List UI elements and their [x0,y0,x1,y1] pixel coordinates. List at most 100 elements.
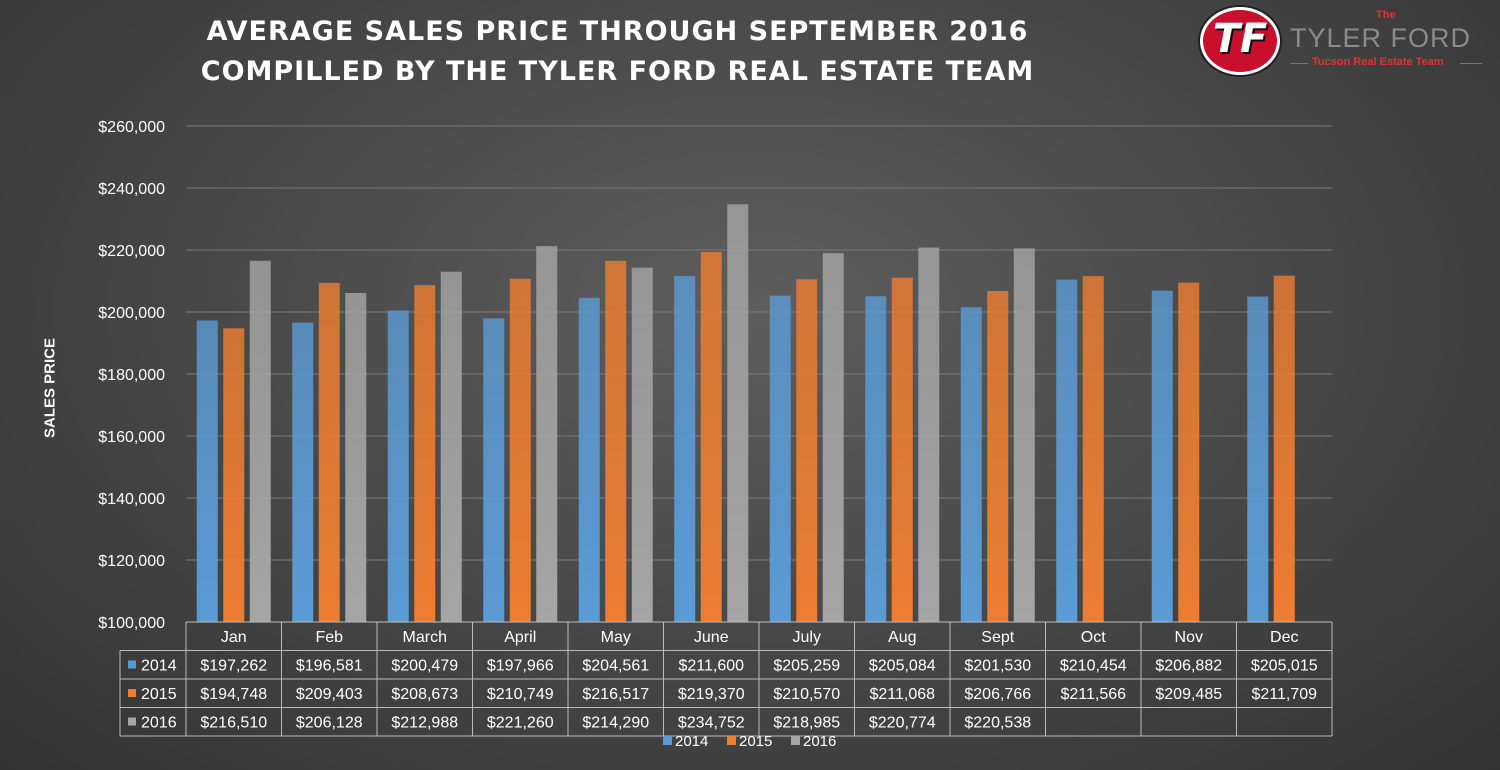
y-tick-label: $240,000 [98,181,165,198]
bar [700,251,722,622]
table-series-name: 2016 [141,715,177,732]
bar [822,253,844,623]
y-tick-label: $200,000 [98,305,165,322]
logo-divider-left [1290,63,1308,64]
chart-title: AVERAGE SALES PRICE THROUGH SEPTEMBER 20… [140,12,1095,92]
data-label: $211,566 [1060,686,1126,703]
table-series-name: 2015 [141,686,177,703]
bar [414,285,436,622]
bar [605,260,627,622]
bar [631,267,653,622]
x-tick-label: June [694,629,729,646]
data-label: $211,600 [678,658,744,675]
data-label: $209,403 [296,686,363,703]
data-label: $205,015 [1251,658,1318,675]
data-label: $214,290 [582,715,649,732]
data-label: $216,510 [200,715,267,732]
data-label: $206,128 [296,715,363,732]
bar [1082,276,1104,622]
data-label: $205,259 [773,658,840,675]
logo-tagline: Tucson Real Estate Team [1312,56,1444,68]
x-tick-label: Jan [221,629,247,646]
bar [1151,290,1173,622]
x-tick-label: Dec [1270,629,1298,646]
data-label: $200,479 [391,658,458,675]
y-tick-label: $180,000 [98,367,165,384]
data-label: $204,561 [582,658,649,675]
bar [387,310,409,622]
table-legend-key [128,660,136,669]
data-label: $210,570 [773,686,840,703]
bar [674,276,696,622]
logo-the-text: The [1376,9,1396,21]
data-label: $210,454 [1060,658,1127,675]
table-legend-key [128,689,136,697]
y-tick-label: $220,000 [98,243,165,260]
bar [1013,248,1035,622]
legend-label: 2016 [803,733,836,750]
bar [292,322,314,622]
x-tick-label: Feb [315,629,343,646]
bar [249,260,271,622]
data-label: $208,673 [391,686,458,703]
table-series-name: 2014 [141,658,177,675]
bar [196,320,218,622]
logo-divider-right [1460,63,1482,64]
bar [987,291,1009,622]
bar [769,295,791,622]
bar [1273,275,1295,622]
data-label: $197,262 [200,658,267,675]
x-tick-label: May [601,629,631,646]
data-label: $219,370 [678,686,745,703]
bar [578,297,600,622]
legend-label: 2014 [675,733,708,750]
legend-label: 2015 [739,733,772,750]
data-label: $197,966 [487,658,554,675]
data-label: $209,485 [1155,686,1222,703]
legend-swatch [727,736,736,745]
bar [796,279,818,622]
data-label: $206,882 [1155,658,1222,675]
y-tick-label: $260,000 [98,119,165,136]
y-tick-label: $160,000 [98,429,165,446]
logo-name-text: TYLER FORD [1290,23,1472,53]
x-tick-label: July [793,629,821,646]
bar [1178,282,1200,622]
data-label: $210,749 [487,686,554,703]
y-tick-label: $140,000 [98,491,165,508]
data-label: $216,517 [582,686,649,703]
bar [318,282,340,622]
bar [483,318,505,622]
data-label: $221,260 [487,715,554,732]
y-tick-label: $100,000 [98,615,165,632]
table-legend-key [128,717,136,726]
bar [727,204,749,622]
data-label: $201,530 [964,658,1031,675]
data-label: $220,774 [869,715,936,732]
x-tick-label: April [504,629,536,646]
data-label: $211,068 [869,686,935,703]
bar [536,246,558,622]
bar [509,278,531,622]
bar [1247,296,1269,622]
bar [891,277,913,622]
data-label: $212,988 [391,715,458,732]
data-label: $196,581 [296,658,363,675]
bar [865,296,887,622]
chart-title-line-2: COMPILLED BY THE TYLER FORD REAL ESTATE … [200,56,1035,87]
legend-swatch [663,736,672,745]
chart-title-line-1: AVERAGE SALES PRICE THROUGH SEPTEMBER 20… [206,16,1029,47]
data-label: $234,752 [678,715,745,732]
data-label: $206,766 [964,686,1031,703]
legend-swatch [791,736,800,745]
x-tick-label: Nov [1175,629,1203,646]
x-tick-label: March [403,629,447,646]
y-tick-label: $120,000 [98,553,165,570]
data-label: $211,709 [1251,686,1317,703]
logo-monogram: TF [1212,16,1268,62]
data-label: $220,538 [964,715,1031,732]
bar [918,247,940,623]
bar [1056,279,1078,622]
x-tick-label: Sept [981,629,1014,646]
